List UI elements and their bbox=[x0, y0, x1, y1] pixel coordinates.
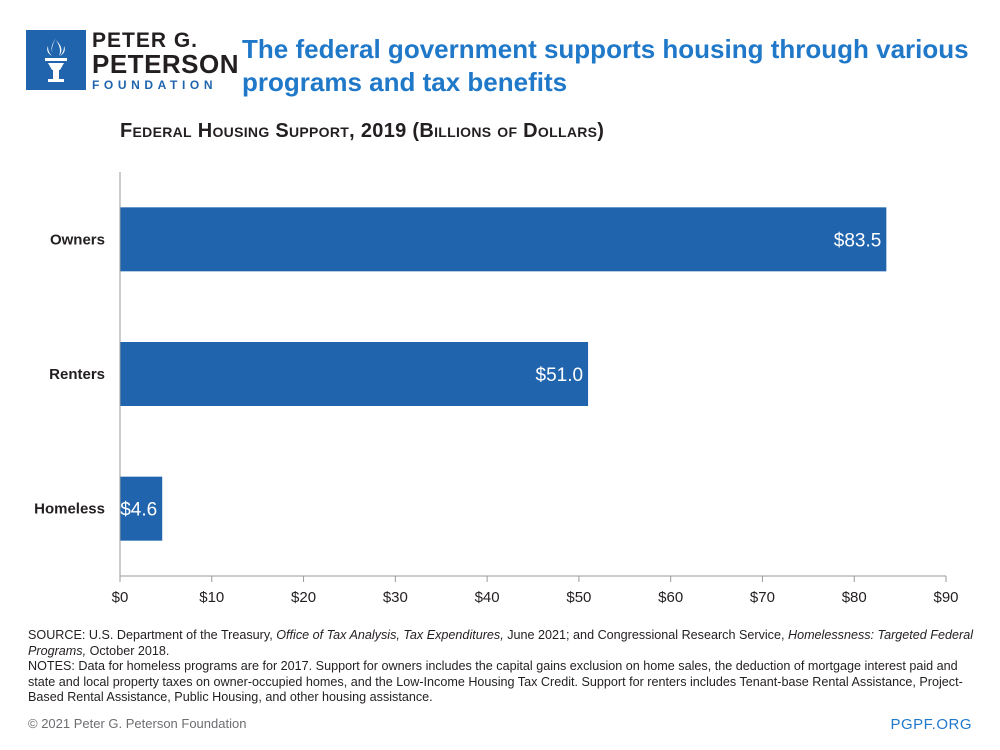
x-tick-label: $20 bbox=[291, 589, 316, 606]
footnotes: SOURCE: U.S. Department of the Treasury,… bbox=[28, 628, 978, 706]
page-headline: The federal government supports housing … bbox=[242, 34, 969, 97]
notes: NOTES: Data for homeless programs are fo… bbox=[28, 659, 963, 705]
category-label-homeless: Homeless bbox=[34, 501, 105, 518]
copyright: © 2021 Peter G. Peterson Foundation bbox=[28, 716, 247, 731]
x-tick-label: $70 bbox=[750, 589, 775, 606]
x-tick-label: $40 bbox=[475, 589, 500, 606]
category-label-renters: Renters bbox=[49, 366, 105, 383]
logo-line-3: FOUNDATION bbox=[92, 78, 218, 92]
bar-owners bbox=[120, 207, 887, 272]
x-tick-label: $30 bbox=[383, 589, 408, 606]
logo-line-1: PETER G. bbox=[92, 29, 199, 52]
data-label-homeless: $4.6 bbox=[120, 500, 157, 521]
site-link[interactable]: PGPF.ORG bbox=[890, 716, 972, 733]
x-tick-label: $10 bbox=[199, 589, 224, 606]
category-label-owners: Owners bbox=[50, 231, 105, 248]
pgpf-logo: PETER G. PETERSON FOUNDATION bbox=[26, 30, 239, 92]
bar-renters bbox=[120, 342, 589, 406]
x-tick-label: $60 bbox=[658, 589, 683, 606]
data-label-renters: $51.0 bbox=[536, 365, 584, 386]
x-tick-label: $80 bbox=[842, 589, 867, 606]
x-tick-label: $50 bbox=[566, 589, 591, 606]
torch-icon bbox=[26, 30, 86, 90]
x-tick-label: $0 bbox=[112, 589, 129, 606]
bar-chart: $83.5 Owners $51.0 Renters $4.6 Homeless $0 $10… bbox=[34, 172, 959, 606]
chart-title: Federal Housing Support, 2019 (Billions … bbox=[120, 120, 605, 142]
logo-line-2: PETERSON bbox=[92, 49, 240, 79]
bar-homeless bbox=[120, 476, 163, 541]
data-label-owners: $83.5 bbox=[834, 230, 882, 251]
source-note: SOURCE: U.S. Department of the Treasury,… bbox=[28, 628, 974, 658]
x-tick-label: $90 bbox=[933, 589, 958, 606]
